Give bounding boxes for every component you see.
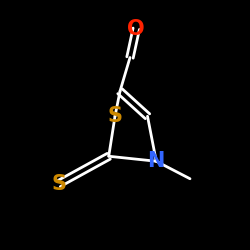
Text: N: N [148,151,165,171]
Text: S: S [51,174,66,194]
Text: O: O [128,19,145,39]
Text: S: S [108,106,122,126]
